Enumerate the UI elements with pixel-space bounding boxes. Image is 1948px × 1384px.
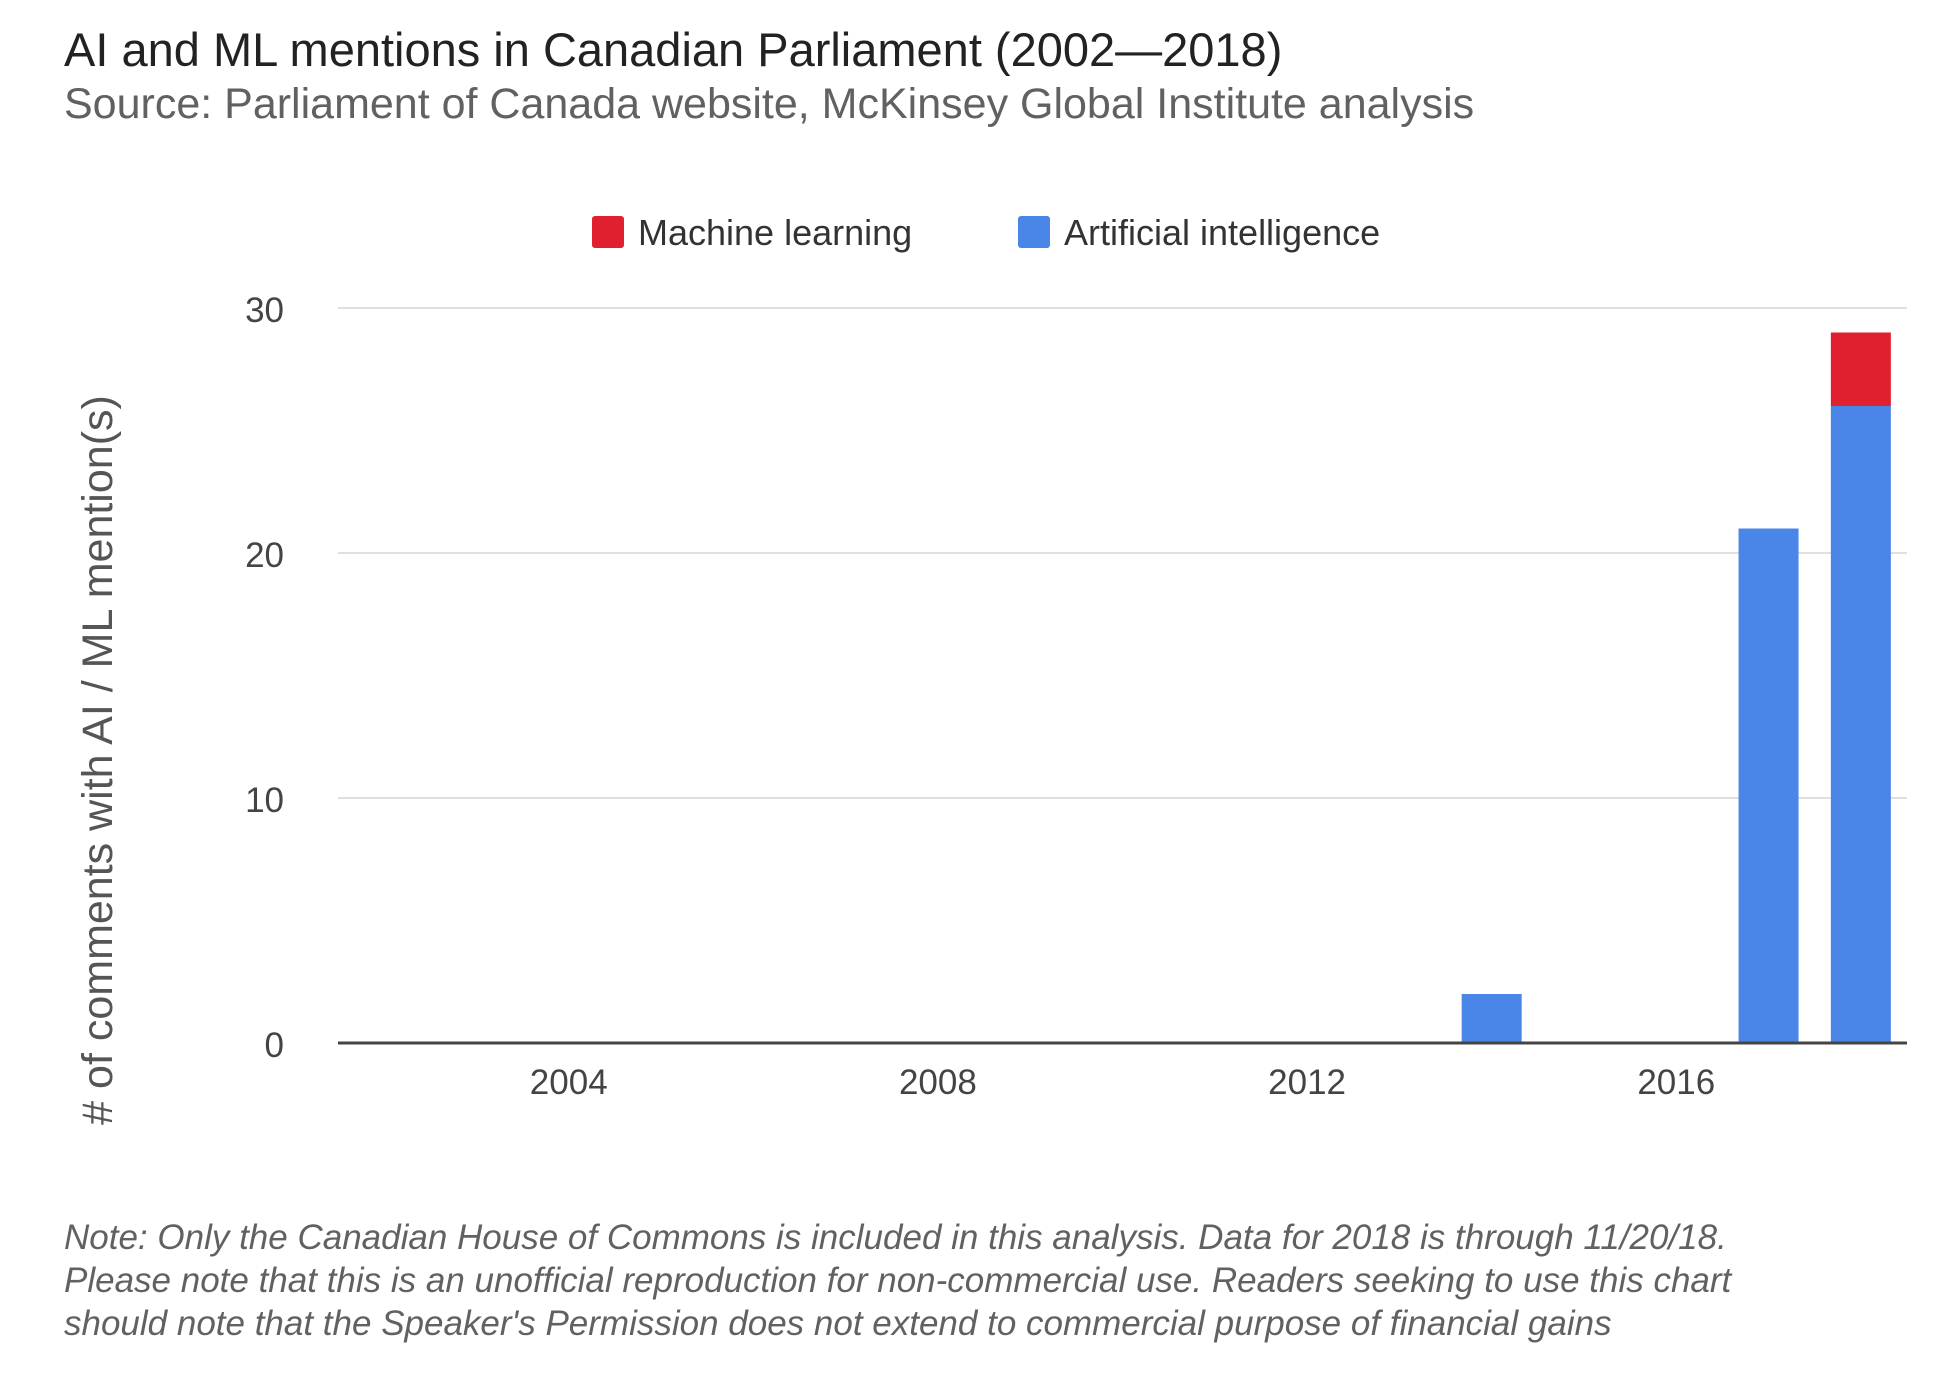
- legend-swatch: [1018, 216, 1050, 248]
- chart-subtitle: Source: Parliament of Canada website, Mc…: [64, 80, 1475, 128]
- y-tick-label: 30: [245, 291, 284, 330]
- legend-label: Artificial intelligence: [1064, 212, 1380, 253]
- legend-swatch: [592, 216, 624, 248]
- bar-artificial-intelligence-2017: [1738, 528, 1799, 1043]
- axes: 2004 2008 2012 2016: [338, 1041, 1907, 1102]
- bars: [1461, 332, 1891, 1043]
- y-axis-label: # of comments with AI / ML mention(s): [74, 395, 122, 1125]
- footnote-line: Note: Only the Canadian House of Commons…: [64, 1218, 1727, 1257]
- bar-artificial-intelligence-2018: [1830, 406, 1891, 1043]
- legend-label: Machine learning: [638, 212, 912, 253]
- x-tick-label: 2008: [899, 1063, 977, 1102]
- y-tick-label: 20: [245, 536, 284, 575]
- gridlines: 0 10 20 30: [245, 291, 1907, 1065]
- x-tick-label: 2004: [530, 1063, 608, 1102]
- footnote: Note: Only the Canadian House of Commons…: [64, 1216, 1904, 1345]
- x-tick-label: 2016: [1637, 1063, 1715, 1102]
- footnote-line: Please note that this is an unofficial r…: [64, 1261, 1732, 1300]
- y-tick-label: 0: [265, 1026, 284, 1065]
- bar-artificial-intelligence-2014: [1461, 994, 1522, 1043]
- chart-title: AI and ML mentions in Canadian Parliamen…: [64, 23, 1283, 76]
- x-tick-label: 2012: [1268, 1063, 1346, 1102]
- legend: Machine learning Artificial intelligence: [592, 212, 1380, 253]
- bar-machine-learning-2018: [1830, 332, 1891, 406]
- footnote-line: should note that the Speaker's Permissio…: [64, 1304, 1612, 1343]
- y-tick-label: 10: [245, 781, 284, 820]
